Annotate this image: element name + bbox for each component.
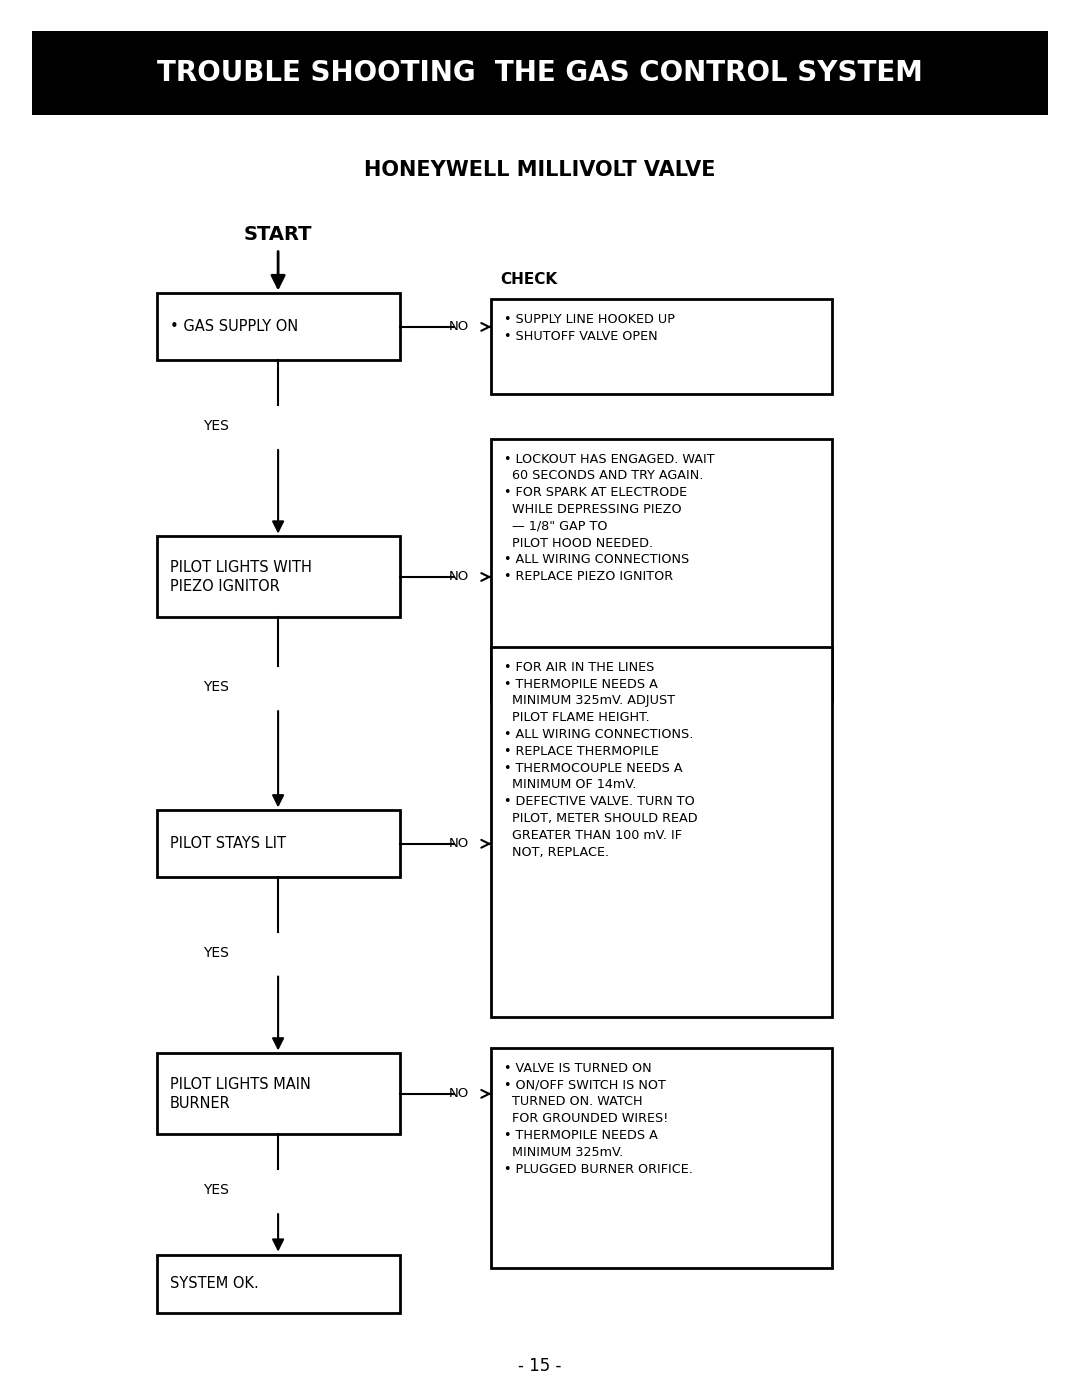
Text: NO: NO — [449, 320, 469, 334]
Text: YES: YES — [203, 1183, 229, 1197]
Text: • FOR AIR IN THE LINES
• THERMOPILE NEEDS A
  MINIMUM 325mV. ADJUST
  PILOT FLAM: • FOR AIR IN THE LINES • THERMOPILE NEED… — [504, 661, 698, 859]
Text: NO: NO — [449, 570, 469, 584]
Text: TROUBLE SHOOTING  THE GAS CONTROL SYSTEM: TROUBLE SHOOTING THE GAS CONTROL SYSTEM — [157, 59, 923, 87]
Text: • GAS SUPPLY ON: • GAS SUPPLY ON — [170, 320, 298, 334]
FancyBboxPatch shape — [157, 1053, 400, 1134]
Text: YES: YES — [203, 946, 229, 960]
FancyBboxPatch shape — [157, 810, 400, 877]
Text: NO: NO — [449, 837, 469, 851]
Text: • SUPPLY LINE HOOKED UP
• SHUTOFF VALVE OPEN: • SUPPLY LINE HOOKED UP • SHUTOFF VALVE … — [504, 313, 675, 342]
Text: PILOT LIGHTS WITH
PIEZO IGNITOR: PILOT LIGHTS WITH PIEZO IGNITOR — [170, 560, 311, 594]
Text: CHECK: CHECK — [500, 272, 557, 286]
Text: - 15 -: - 15 - — [518, 1358, 562, 1375]
FancyBboxPatch shape — [157, 536, 400, 617]
Text: YES: YES — [203, 419, 229, 433]
Text: PILOT STAYS LIT: PILOT STAYS LIT — [170, 837, 285, 851]
Text: • VALVE IS TURNED ON
• ON/OFF SWITCH IS NOT
  TURNED ON. WATCH
  FOR GROUNDED WI: • VALVE IS TURNED ON • ON/OFF SWITCH IS … — [504, 1062, 693, 1175]
Text: PILOT LIGHTS MAIN
BURNER: PILOT LIGHTS MAIN BURNER — [170, 1077, 310, 1111]
Text: HONEYWELL MILLIVOLT VALVE: HONEYWELL MILLIVOLT VALVE — [364, 161, 716, 180]
Text: YES: YES — [203, 680, 229, 694]
Text: NO: NO — [449, 1087, 469, 1101]
Text: SYSTEM OK.: SYSTEM OK. — [170, 1277, 258, 1291]
Text: • LOCKOUT HAS ENGAGED. WAIT
  60 SECONDS AND TRY AGAIN.
• FOR SPARK AT ELECTRODE: • LOCKOUT HAS ENGAGED. WAIT 60 SECONDS A… — [504, 453, 715, 583]
FancyBboxPatch shape — [157, 1255, 400, 1313]
FancyBboxPatch shape — [491, 299, 832, 394]
FancyBboxPatch shape — [157, 293, 400, 360]
FancyBboxPatch shape — [491, 647, 832, 1017]
FancyBboxPatch shape — [491, 1048, 832, 1268]
Text: START: START — [244, 225, 312, 244]
FancyBboxPatch shape — [32, 31, 1048, 115]
FancyBboxPatch shape — [491, 439, 832, 701]
